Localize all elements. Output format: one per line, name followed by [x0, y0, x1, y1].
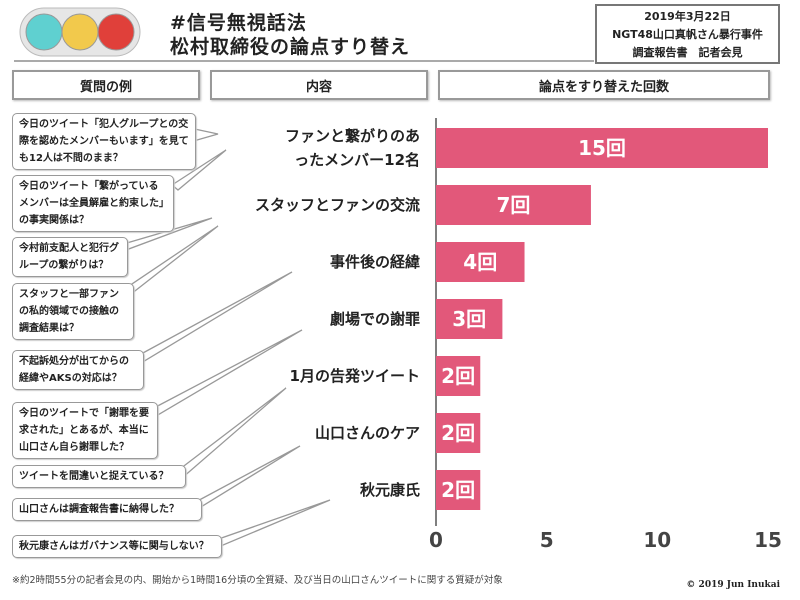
copyright: © 2019 Jun Inukai: [686, 580, 780, 590]
divider: [14, 60, 594, 62]
x-tick-label: 0: [429, 528, 443, 552]
bubble-tail: [128, 271, 293, 367]
bar: [436, 128, 768, 168]
bar-value-label: 2回: [441, 421, 475, 445]
event-name: NGT48山口真帆さん暴行事件: [612, 28, 763, 41]
column-header-questions: 質問の例: [12, 70, 200, 100]
x-tick-label: 10: [643, 528, 672, 552]
question-bubble: ツイートを間違いと捉えている？: [12, 465, 186, 488]
bar: [436, 242, 525, 282]
question-bubble: 今日のツイート「繋がっているメンバーは全員解雇と約束した」の事実関係は？: [12, 175, 174, 232]
bar: [436, 356, 481, 396]
traffic-light-icon: [19, 7, 141, 57]
bubble-tail: [208, 499, 331, 549]
event-info-box: 2019年3月22日 NGT48山口真帆さん暴行事件 調査報告書 記者会見: [595, 4, 780, 64]
question-bubble: 今日のツイート「犯人グループとの交際を認めたメンバーもいます」を見ても12人は不…: [12, 113, 196, 170]
category-label: 劇場での謝罪: [329, 310, 420, 328]
bar-value-label: 3回: [452, 307, 486, 331]
bubble-tails: [118, 127, 331, 549]
bar: [436, 413, 481, 453]
bar-value-label: 4回: [463, 250, 497, 274]
bubble-tail: [118, 225, 219, 299]
question-bubble: 山口さんは調査報告書に納得した？: [12, 498, 202, 521]
question-bubble: 秋元康さんはガバナンス等に関与しない？: [12, 535, 222, 558]
question-bubble: 不起訴処分が出てからの経緯やAKSの対応は？: [12, 350, 144, 390]
bar: [436, 185, 591, 225]
bar-value-label: 15回: [578, 136, 626, 160]
bubble-tail: [170, 149, 227, 191]
event-type: 調査報告書 記者会見: [632, 46, 743, 59]
bar: [436, 299, 503, 339]
bar-value-label: 2回: [441, 364, 475, 388]
bar-value-label: 2回: [441, 478, 475, 502]
footnote: ※約2時間55分の記者会見の内、開始から1時間16分頃の全質疑、及び当日の山口さ…: [12, 575, 503, 586]
x-tick-label: 15: [754, 528, 782, 552]
bar: [436, 470, 481, 510]
category-label: スタッフとファンの交流: [254, 196, 420, 214]
event-date: 2019年3月22日: [644, 10, 731, 23]
bar-value-label: 7回: [497, 193, 531, 217]
category-label: 事件後の経緯: [329, 253, 420, 271]
question-bubble: 今村前支配人と犯行グループの繋がりは？: [12, 237, 128, 277]
category-label: ファンと繋がりのあ ったメンバー12名: [284, 127, 420, 169]
category-label: 1月の告発ツイート: [289, 367, 420, 385]
column-header-count: 論点をすり替えた回数: [438, 70, 770, 100]
question-bubble: 今日のツイートで「謝罪を要求された」とあるが、本当に山口さん自ら謝罪した？: [12, 402, 158, 459]
title-line1: #信号無視話法: [170, 12, 307, 34]
title-line2: 松村取締役の論点すり替え: [170, 36, 411, 58]
question-bubble: スタッフと一部ファンの私的領域での接触の調査結果は？: [12, 283, 134, 340]
category-label: 山口さんのケア: [314, 424, 420, 442]
column-header-content: 内容: [210, 70, 428, 100]
x-tick-label: 5: [539, 528, 554, 552]
category-label: 秋元康氏: [359, 481, 420, 499]
